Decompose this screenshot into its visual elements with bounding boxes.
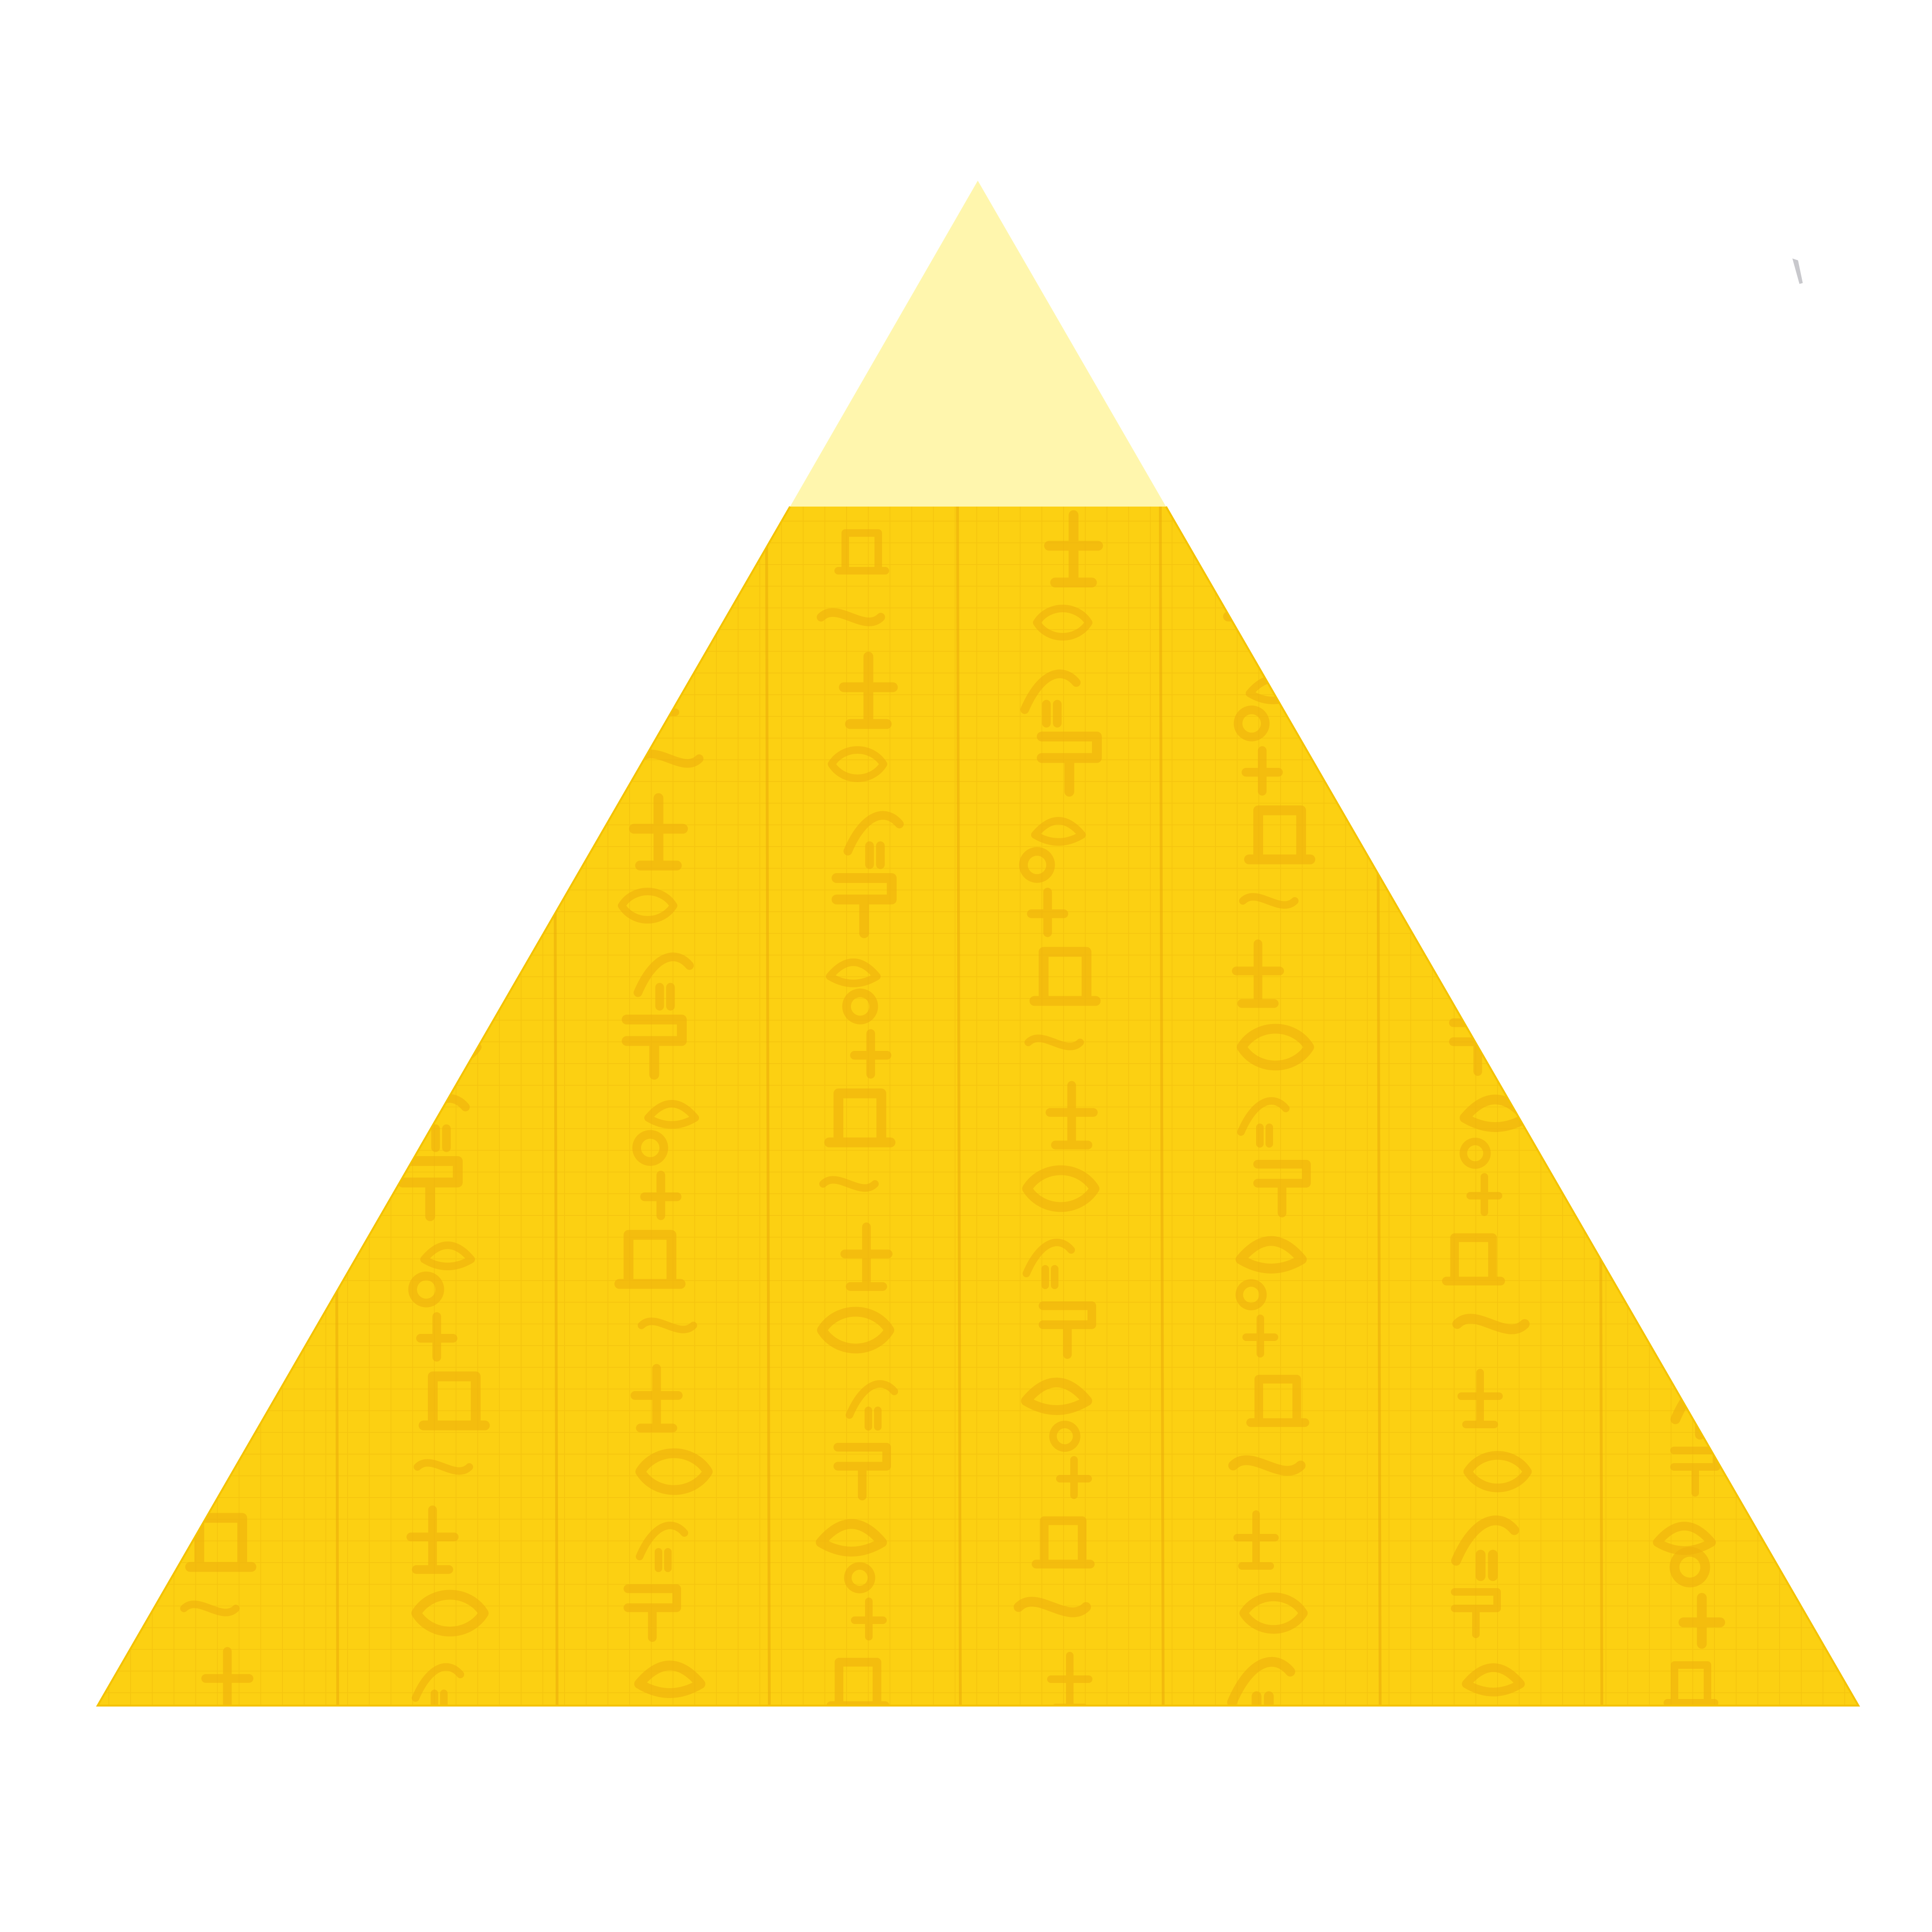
hieroglyph-stroke [1669,1547,1725,1649]
hieroglyph-stroke [1233,1510,1279,1570]
hieroglyph-stroke [826,958,881,987]
hieroglyph-stroke [1039,1301,1096,1359]
hieroglyph-stroke [1019,847,1068,937]
hieroglyph-stroke [1024,1034,1084,1050]
hieroglyph-stroke [618,888,677,924]
hieroglyph-stroke [411,1590,489,1637]
hieroglyph-stroke [819,1176,879,1192]
hieroglyph-stroke [828,746,887,782]
hieroglyph-stroke [1031,817,1086,846]
hieroglyph-stroke [1235,1279,1278,1357]
hieroglyph-stroke [834,529,889,575]
hieroglyph-stroke [1239,893,1299,909]
pyramid-apex [790,181,1166,507]
hieroglyph-stroke [846,1380,898,1431]
hieroglyph-stroke [1239,1592,1308,1634]
hieroglyph-stroke [634,1660,706,1698]
hieroglyph-stroke [844,1562,887,1641]
hieroglyph-stroke [1014,1597,1091,1617]
hieroglyph-stroke [1463,1451,1532,1492]
hieroglyph-stroke [832,873,897,938]
corner-mark-icon [1792,258,1803,284]
hieroglyph-stroke [180,1600,240,1616]
hieroglyph-stroke [622,1015,687,1080]
hieroglyph-stroke [1029,947,1101,1006]
hieroglyph-stroke [1045,1081,1098,1149]
hieroglyph-stroke [1020,669,1081,728]
hieroglyph-stroke [1233,705,1283,796]
hieroglyph-stroke [1235,1236,1307,1274]
hieroglyph-stroke [630,1364,683,1432]
hieroglyph-stroke [420,1241,475,1270]
hieroglyph-stroke [406,1505,459,1574]
hieroglyph-stroke [418,1371,490,1431]
hieroglyph-stroke [1462,1663,1525,1697]
hieroglyph-stroke [1457,1369,1503,1428]
hieroglyph-stroke [1021,1377,1092,1415]
hieroglyph-stroke [1044,510,1103,588]
hieroglyph-stroke [1442,1233,1505,1286]
hieroglyph-stroke [398,1156,463,1221]
hieroglyph-stroke [614,1230,686,1289]
hieroglyph-stroke [817,1307,894,1354]
hieroglyph-stroke [1246,1374,1309,1427]
hieroglyph-stroke [842,988,891,1079]
hieroglyph-stroke [1232,939,1284,1008]
hieroglyph-stroke [1047,1652,1092,1706]
hieroglyph-stroke [1228,1455,1306,1476]
hieroglyph-stroke [1451,1515,1519,1581]
hieroglyph-stroke [638,1317,697,1333]
hieroglyph-stroke [1664,1661,1718,1706]
column-divider [956,507,962,1706]
hieroglyph-stroke [833,1443,891,1500]
hieroglyph-stroke [1237,1024,1314,1071]
hieroglyph-stroke [632,1130,682,1220]
column-divider [1159,507,1165,1706]
hieroglyph-stroke [414,1459,473,1475]
hieroglyph-stroke [816,1519,887,1557]
hieroglyph-stroke [1227,1657,1295,1706]
pyramid-edge [96,506,1860,1707]
hieroglyph-stroke [412,1663,464,1706]
hieroglyph-stroke [633,952,694,1011]
column-divider [765,507,771,1706]
hieroglyph-stroke [1023,1239,1075,1289]
hieroglyph-stroke [1037,732,1102,797]
hieroglyph-stroke [1653,1522,1716,1555]
hieroglyph-stroke [1451,1588,1501,1638]
hieroglyph-stroke [839,651,898,729]
hieroglyph-stroke [1452,1314,1530,1334]
hieroglyph-stroke [1237,1097,1290,1148]
hieroglyph-stroke [1032,1516,1095,1569]
hieroglyph-stroke [635,1448,713,1495]
hieroglyph-stroke [624,1584,681,1642]
hieroglyph-stroke [843,811,904,869]
hieroglyph-stroke [201,1647,254,1706]
hieroglyph-stroke [408,1271,458,1362]
hieroglyph-stroke [185,1513,257,1572]
hieroglyph-stroke [1253,1160,1311,1217]
hieroglyph-stroke [824,1088,896,1148]
hieroglyph-stroke [840,1222,893,1291]
hieroglyph-stroke [644,1100,699,1129]
hieroglyph-stroke [636,1522,688,1572]
hieroglyph-stroke [1049,1421,1092,1499]
hieroglyph-stroke [629,793,688,871]
hieroglyph-stroke [1459,1138,1502,1216]
hieroglyph-stroke [1244,805,1316,865]
hieroglyph-stroke [1033,605,1092,641]
hieroglyph-stroke [816,608,885,626]
hieroglyph-stroke [1022,1165,1099,1212]
